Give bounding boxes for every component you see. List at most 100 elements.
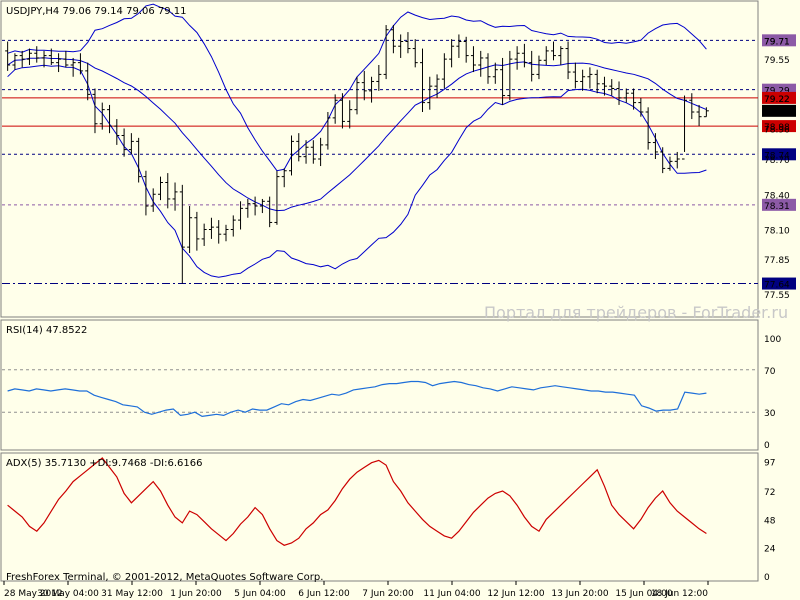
x-tick-label: 5 Jun 04:00 <box>234 589 286 599</box>
ohlc-bar <box>267 196 273 228</box>
rsi-series <box>7 380 707 418</box>
ohlc-bar <box>492 62 498 84</box>
watermark: Портал для трейдеров - ForTrader.ru <box>484 303 788 322</box>
ohlc-bar <box>34 46 40 63</box>
ohlc-bar <box>463 36 469 63</box>
ohlc-bar <box>201 223 207 246</box>
ohlc-bar <box>572 62 578 89</box>
ohlc-bar <box>274 170 280 225</box>
x-tick-label: 13 Jun 20:00 <box>551 589 608 599</box>
ohlc-bar <box>303 140 309 164</box>
ohlc-bar <box>631 88 637 110</box>
ohlc-bar <box>470 46 476 73</box>
rsi-tick-label: 30 <box>764 409 776 419</box>
x-tick-label: 30 May 04:00 <box>37 589 99 599</box>
price-tick-label: 78.70 <box>764 156 790 166</box>
ohlc-bar <box>456 34 462 58</box>
ohlc-bar <box>223 224 229 242</box>
ohlc-bar <box>601 76 607 96</box>
price-tick-label: 77.55 <box>764 291 790 301</box>
ohlc-bar <box>536 55 542 80</box>
ohlc-bar <box>107 104 113 134</box>
ohlc-bar <box>85 62 91 101</box>
current-price-box <box>762 104 796 117</box>
ohlc-bar <box>623 88 629 103</box>
level-label-box <box>762 120 796 133</box>
ohlc-bar <box>594 69 600 94</box>
ohlc-bar <box>325 112 331 150</box>
ohlc-bar <box>412 39 418 68</box>
footer-copyright: FreshForex Terminal, © 2001-2012, MetaQu… <box>6 572 323 583</box>
ohlc-bar <box>230 215 236 237</box>
ohlc-bar <box>19 50 25 68</box>
ohlc-bar <box>543 46 549 65</box>
ohlc-bar <box>26 48 32 65</box>
rsi-tick-label: 100 <box>764 335 781 345</box>
level-label-box <box>762 91 796 104</box>
price-tick-label: 78.10 <box>764 227 790 237</box>
ohlc-bar <box>369 76 375 103</box>
ohlc-bar <box>405 32 411 54</box>
bands <box>7 3 707 278</box>
ohlc-bar <box>667 156 673 171</box>
current-price-label: 79.11 <box>764 108 790 118</box>
x-tick-label: 18 Jun 12:00 <box>651 589 708 599</box>
ohlc-bar <box>332 94 338 124</box>
price-bars <box>5 25 709 284</box>
ohlc-bar <box>165 173 171 209</box>
ohlc-bar <box>238 201 244 230</box>
main-panel-border <box>0 0 759 318</box>
ohlc-bar <box>478 50 484 77</box>
ohlc-bar <box>682 95 688 160</box>
ohlc-bar <box>63 50 69 68</box>
level-label-box <box>762 198 796 211</box>
ohlc-bar <box>172 182 178 211</box>
adx-tick-label: 0 <box>764 573 770 583</box>
level-label: 79.29 <box>764 87 790 97</box>
ohlc-bar <box>398 34 404 58</box>
ohlc-bar <box>150 188 156 212</box>
ohlc-bar <box>296 133 302 162</box>
ohlc-bar <box>645 107 651 150</box>
level-label: 78.31 <box>764 202 790 212</box>
ohlc-bar <box>216 220 222 244</box>
ohlc-bar <box>376 65 382 91</box>
level-label-box <box>762 277 796 290</box>
main-header: USDJPY,H4 79.06 79.14 79.06 79.11 <box>6 6 187 17</box>
level-label: 79.71 <box>764 37 790 47</box>
adx-tick-label: 24 <box>764 545 776 555</box>
ohlc-bar <box>616 81 622 105</box>
x-tick-label: 15 Jun 04:00 <box>615 589 672 599</box>
ohlc-bar <box>70 57 76 77</box>
price-tick-label: 78.40 <box>764 191 790 201</box>
x-tick-label: 28 May 2012 <box>4 589 63 599</box>
ohlc-bar <box>354 76 360 115</box>
band-middle <box>7 57 707 212</box>
ohlc-bar <box>310 140 316 164</box>
ohlc-bar <box>208 217 214 239</box>
ohlc-bar <box>420 48 426 112</box>
adx-panel-border <box>0 452 759 582</box>
ohlc-bar <box>529 50 535 82</box>
price-tick-label: 79.71 <box>764 37 790 47</box>
level-label-box <box>762 148 796 161</box>
level-label: 78.74 <box>764 151 790 161</box>
ohlc-bar <box>521 43 527 68</box>
ohlc-bar <box>5 41 11 71</box>
adx-tick-label: 48 <box>764 516 776 526</box>
ohlc-bar <box>157 176 163 201</box>
ohlc-bar <box>551 41 557 61</box>
y-axis-ticks: 79.71 79.55 79.22 78.96 78.70 78.40 78.10 77.85… <box>764 37 790 583</box>
ohlc-bar <box>609 79 615 96</box>
x-tick-label: 31 May 12:00 <box>101 589 163 599</box>
adx-header: ADX(5) 35.7130 +DI:9.7468 -DI:6.6166 <box>6 458 202 469</box>
ohlc-bar <box>514 46 520 70</box>
price-tick-label: 79.55 <box>764 56 790 66</box>
ohlc-bar <box>449 39 455 68</box>
ohlc-bar <box>41 50 47 68</box>
ohlc-bar <box>652 133 658 159</box>
ohlc-bar <box>660 147 666 174</box>
x-tick-label: 1 Jun 20:00 <box>170 589 222 599</box>
